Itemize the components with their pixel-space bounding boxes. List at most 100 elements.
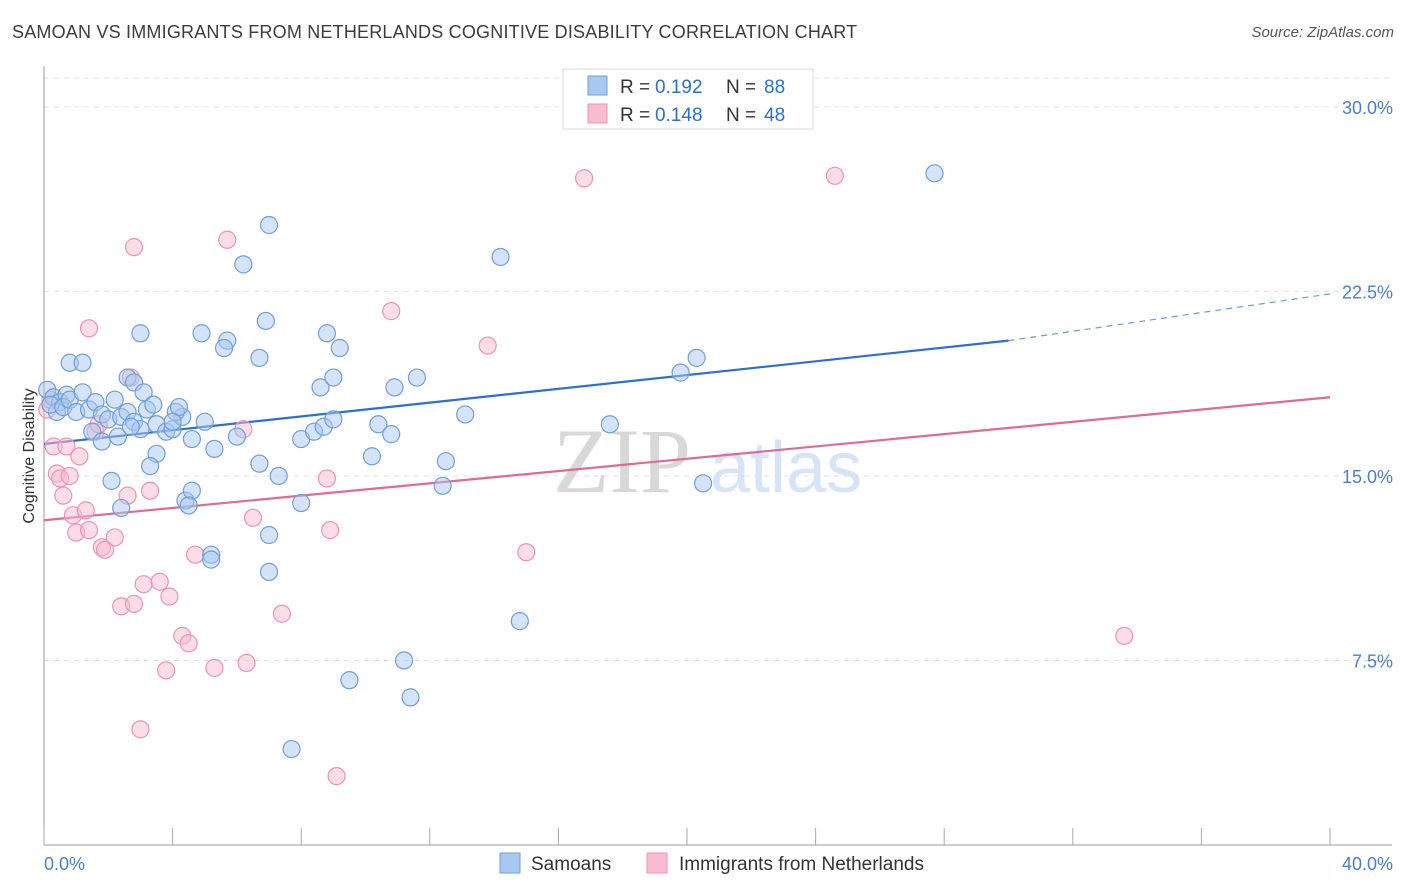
samoan-point-89 (925, 164, 944, 183)
tick-labels: 7.5% 15.0% 22.5% 30.0% 0.0% 40.0% (44, 98, 1393, 874)
samoan-point-44 (140, 457, 160, 476)
netherlands-point-36 (327, 767, 346, 786)
y-axis-label: Cognitive Disability (21, 388, 38, 523)
netherlands-point-38 (79, 319, 99, 338)
netherlands-point-7 (60, 466, 79, 486)
samoan-point-45 (102, 471, 121, 490)
samoan-point-77 (259, 215, 279, 235)
r-value-samoans: 0.192 (655, 77, 703, 98)
samoan-point-84 (510, 612, 529, 631)
samoan-point-28 (182, 429, 201, 449)
netherlands-point-12 (79, 520, 99, 540)
samoans-swatch (587, 75, 608, 96)
netherlands-point-20 (124, 594, 144, 613)
n-label-samoans: N = (726, 77, 756, 98)
netherlands-point-46 (1115, 626, 1134, 645)
samoan-point-63 (163, 412, 182, 431)
samoans-trend-extension (1008, 293, 1331, 342)
samoan-point-70 (317, 324, 337, 343)
samoans-trend-line (43, 339, 1009, 446)
samoan-point-41 (436, 452, 455, 471)
netherlands-point-43 (517, 543, 536, 562)
watermark-atlas: atlas (710, 428, 862, 508)
samoan-point-14 (105, 390, 124, 409)
samoan-point-75 (407, 368, 427, 387)
r-value-netherlands: 0.148 (655, 105, 703, 126)
n-label-netherlands: N = (726, 105, 756, 126)
samoan-point-85 (394, 651, 414, 670)
legend-netherlands-swatch (646, 852, 668, 874)
x-tick-label-min: 0.0% (44, 854, 85, 874)
netherlands-point-29 (157, 661, 176, 680)
netherlands-point-16 (95, 540, 115, 559)
legend-samoans-label: Samoans (531, 854, 611, 875)
samoan-point-32 (250, 454, 269, 473)
source-attribution: Source: ZipAtlas.com (1251, 24, 1394, 41)
samoan-point-88 (282, 739, 301, 759)
samoan-point-39 (369, 415, 388, 434)
netherlands-point-6 (57, 437, 76, 456)
y-tick-label-0: 7.5% (1352, 651, 1393, 671)
netherlands-point-22 (140, 481, 160, 500)
netherlands-point-27 (186, 545, 205, 564)
series-legend: Samoans Immigrants from Netherlands (499, 852, 924, 875)
netherlands-point-35 (321, 520, 340, 540)
netherlands-point-28 (205, 658, 224, 677)
samoan-point-56 (73, 353, 92, 372)
samoan-point-60 (144, 395, 163, 414)
n-value-netherlands: 48 (764, 105, 785, 126)
y-tick-label-1: 15.0% (1342, 467, 1393, 487)
y-tick-label-2: 22.5% (1342, 282, 1393, 302)
samoan-point-53 (292, 493, 311, 513)
samoan-point-33 (269, 466, 288, 486)
samoan-point-23 (121, 417, 140, 436)
netherlands-point-44 (575, 169, 594, 188)
samoan-point-67 (214, 338, 234, 358)
netherlands-point-23 (150, 572, 169, 591)
samoan-point-48 (179, 496, 198, 515)
netherlands-point-26 (179, 634, 198, 653)
samoan-point-40 (382, 425, 401, 444)
netherlands-trend-line (43, 396, 1331, 522)
netherlands-point-34 (317, 469, 337, 488)
netherlands-point-17 (105, 528, 124, 547)
n-value-samoans: 88 (764, 77, 785, 98)
samoan-point-74 (385, 378, 404, 397)
watermark: ZIP atlas (553, 410, 862, 512)
samoan-point-42 (433, 476, 452, 495)
netherlands-point-11 (76, 501, 95, 520)
netherlands-point-39 (124, 238, 144, 257)
axes (43, 66, 1392, 846)
samoan-point-64 (131, 324, 150, 343)
samoan-point-9 (73, 383, 92, 402)
netherlands-point-47 (131, 720, 150, 739)
samoan-point-21 (92, 432, 111, 451)
gridlines (44, 77, 1392, 661)
samoan-point-73 (324, 368, 343, 387)
samoan-point-79 (491, 247, 510, 267)
samoan-point-49 (112, 498, 131, 518)
y-tick-label-3: 30.0% (1342, 98, 1393, 118)
samoan-point-65 (192, 324, 211, 343)
samoan-point-47 (182, 481, 201, 500)
x-tick-label-max: 40.0% (1342, 854, 1393, 874)
netherlands-point-10 (70, 447, 89, 466)
netherlands-swatch (587, 103, 608, 124)
netherlands-point-41 (382, 302, 401, 321)
samoan-point-83 (693, 474, 713, 493)
samoan-point-72 (330, 338, 349, 358)
netherlands-point-33 (272, 604, 292, 623)
samoan-point-78 (234, 255, 253, 274)
netherlands-point-42 (478, 336, 497, 355)
netherlands-point-24 (160, 587, 179, 606)
legend-samoans-swatch (499, 852, 521, 874)
samoan-point-81 (671, 363, 690, 382)
samoan-point-29 (195, 412, 214, 431)
samoan-points (38, 164, 944, 759)
samoan-point-52 (259, 525, 279, 545)
netherlands-point-5 (54, 486, 73, 505)
samoan-point-68 (250, 348, 269, 367)
r-label-netherlands: R = (620, 105, 650, 126)
samoan-point-30 (205, 439, 224, 458)
